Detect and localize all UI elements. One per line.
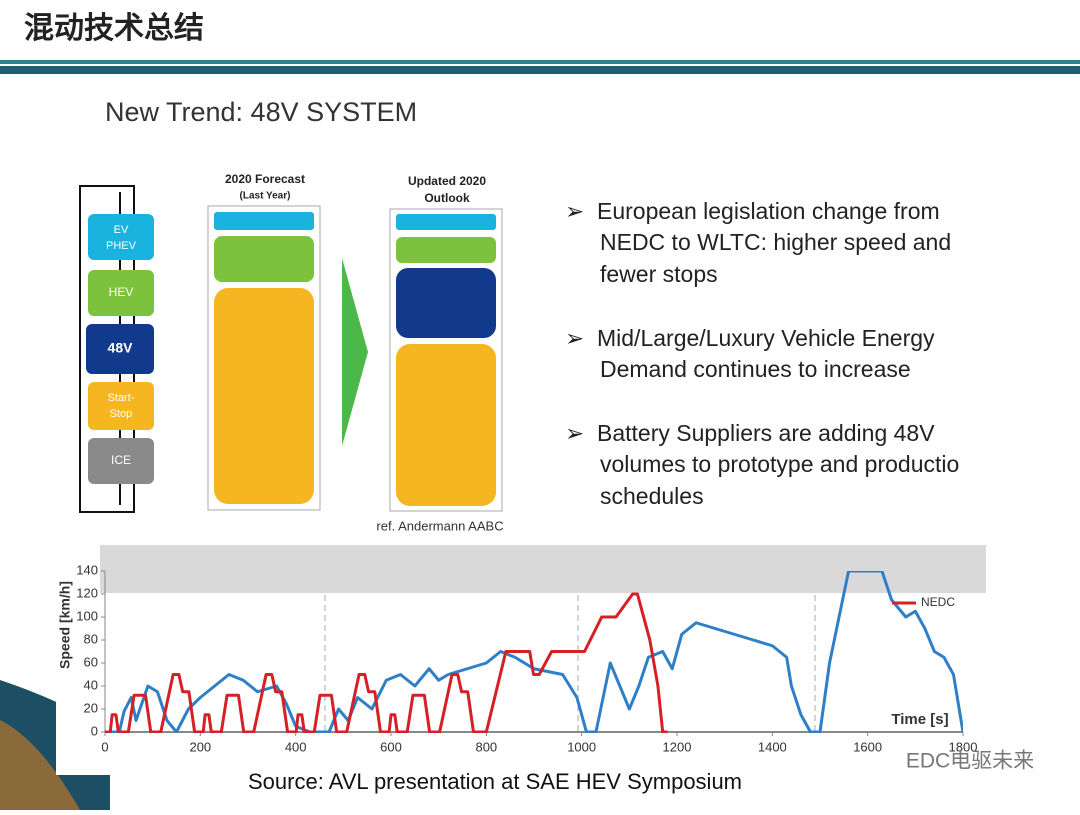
series-line <box>105 592 668 733</box>
x-tick-label: 1200 <box>663 739 692 754</box>
x-axis-title: Time [s] <box>891 711 948 728</box>
x-tick-label: 1000 <box>567 739 596 754</box>
share-block <box>214 212 314 230</box>
y-tick-label: 120 <box>76 585 98 600</box>
column-heading: Outlook <box>424 191 470 205</box>
reference: ref. Andermann AABC <box>376 518 503 533</box>
segment-label: ICE <box>111 453 131 467</box>
share-block <box>396 214 496 230</box>
segment-label: Start- <box>108 392 135 404</box>
y-tick-label: 100 <box>76 608 98 623</box>
bullet-line: schedules <box>600 483 704 509</box>
y-tick-label: 60 <box>84 654 98 669</box>
header-title: 混动技术总结 <box>24 12 204 45</box>
x-tick-label: 0 <box>101 739 108 754</box>
share-block <box>214 288 314 504</box>
segment-label: 48V <box>108 340 134 356</box>
x-tick-label: 400 <box>285 739 307 754</box>
x-tick-label: 200 <box>189 739 211 754</box>
segment-label: Stop <box>110 408 133 420</box>
bullet-line: fewer stops <box>600 261 718 287</box>
bullet-line: NEDC to WLTC: higher speed and <box>600 229 951 255</box>
column-heading: Updated 2020 <box>408 174 486 188</box>
bullet-marker: ➢ <box>565 198 584 224</box>
source: Source: AVL presentation at SAE HEV Symp… <box>248 769 742 794</box>
bullet-marker: ➢ <box>565 420 584 446</box>
segment-box <box>88 270 154 316</box>
segment-box <box>88 382 154 430</box>
bullet-line: Mid/Large/Luxury Vehicle Energy <box>597 325 935 351</box>
y-tick-label: 80 <box>84 631 98 646</box>
y-tick-label: 140 <box>76 562 98 577</box>
x-tick-label: 800 <box>475 739 497 754</box>
watermark: EDC电驱未来 <box>906 750 1034 773</box>
segment-label: HEV <box>109 285 134 299</box>
segment-label: PHEV <box>106 240 137 252</box>
share-block <box>396 237 496 263</box>
plot-area <box>105 571 963 733</box>
bullet-line: volumes to prototype and productio <box>600 451 959 477</box>
legend-label: NEDC <box>921 595 955 609</box>
bullet-line: Demand continues to increase <box>600 356 911 382</box>
bullet-marker: ➢ <box>565 325 584 351</box>
share-block <box>396 268 496 338</box>
segment-box <box>88 214 154 260</box>
decoration <box>0 720 80 810</box>
column-heading: 2020 Forecast <box>225 172 305 186</box>
x-tick-label: 600 <box>380 739 402 754</box>
x-tick-label: 1800 <box>949 739 978 754</box>
y-tick-label: 20 <box>84 700 98 715</box>
header-bar <box>0 66 1080 74</box>
segment-box <box>88 438 154 484</box>
slide-title: New Trend: 48V SYSTEM <box>105 97 417 127</box>
segment-label: EV <box>114 224 129 236</box>
chart-band <box>100 545 986 593</box>
y-tick-label: 40 <box>84 677 98 692</box>
share-block <box>214 236 314 282</box>
bullet-line: European legislation change from <box>597 198 940 224</box>
segment-box <box>86 324 154 374</box>
column-heading: (Last Year) <box>240 191 291 202</box>
header-bar <box>0 60 1080 64</box>
x-tick-label: 1400 <box>758 739 787 754</box>
share-block <box>396 344 496 506</box>
bullet-line: Battery Suppliers are adding 48V <box>597 420 935 446</box>
y-axis-title: Speed [km/h] <box>57 581 73 669</box>
y-tick-label: 0 <box>91 723 98 738</box>
x-tick-label: 1600 <box>853 739 882 754</box>
arrow <box>342 258 368 446</box>
series-line <box>105 571 963 733</box>
